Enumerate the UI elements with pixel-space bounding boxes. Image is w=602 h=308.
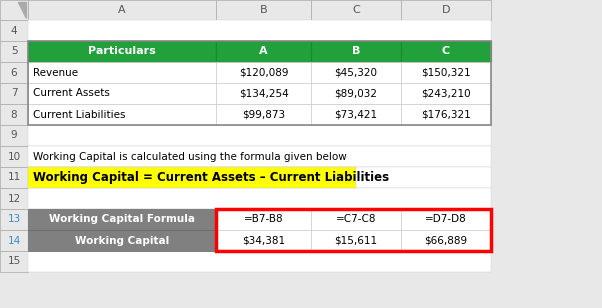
Bar <box>401 83 491 104</box>
Text: $45,320: $45,320 <box>335 67 377 78</box>
Bar <box>0 20 28 41</box>
Bar <box>216 62 311 83</box>
Text: Revenue: Revenue <box>33 67 78 78</box>
Bar <box>311 209 401 230</box>
Bar <box>0 167 28 188</box>
Bar <box>0 0 28 20</box>
Bar <box>28 83 491 104</box>
Text: Current Liabilities: Current Liabilities <box>33 110 125 120</box>
Text: Working Capital: Working Capital <box>75 236 169 245</box>
Bar <box>401 230 491 251</box>
Text: D: D <box>442 5 450 15</box>
Bar <box>28 62 491 83</box>
Bar <box>28 62 216 83</box>
Bar <box>28 41 491 62</box>
Bar <box>311 230 401 251</box>
Text: A: A <box>259 47 268 56</box>
Text: $89,032: $89,032 <box>335 88 377 99</box>
Text: 10: 10 <box>7 152 20 161</box>
Text: Working Capital is calculated using the formula given below: Working Capital is calculated using the … <box>33 152 347 161</box>
Bar <box>28 41 216 62</box>
Bar <box>311 41 401 62</box>
Bar <box>401 62 491 83</box>
Bar <box>216 104 311 125</box>
Bar <box>216 209 491 251</box>
Text: $134,254: $134,254 <box>238 88 288 99</box>
Text: $15,611: $15,611 <box>335 236 377 245</box>
Text: $120,089: $120,089 <box>239 67 288 78</box>
Bar <box>28 209 216 230</box>
Bar <box>0 146 28 167</box>
Bar <box>28 167 491 188</box>
Bar <box>0 41 28 62</box>
Bar <box>28 41 491 125</box>
Bar <box>28 104 216 125</box>
Text: =D7-D8: =D7-D8 <box>425 214 467 225</box>
Text: 7: 7 <box>11 88 17 99</box>
Text: 12: 12 <box>7 193 20 204</box>
Text: =B7-B8: =B7-B8 <box>244 214 284 225</box>
Bar <box>0 188 28 209</box>
Bar <box>311 104 401 125</box>
Text: 4: 4 <box>11 26 17 35</box>
Text: $243,210: $243,210 <box>421 88 471 99</box>
Bar <box>0 209 28 230</box>
Text: $34,381: $34,381 <box>242 236 285 245</box>
Bar <box>311 83 401 104</box>
Bar <box>216 209 311 230</box>
Text: B: B <box>352 47 360 56</box>
Bar <box>0 62 28 83</box>
Bar <box>401 41 491 62</box>
Text: C: C <box>442 47 450 56</box>
Text: $73,421: $73,421 <box>335 110 377 120</box>
Text: 15: 15 <box>7 257 20 266</box>
Text: =C7-C8: =C7-C8 <box>336 214 376 225</box>
Text: 5: 5 <box>11 47 17 56</box>
Text: 6: 6 <box>11 67 17 78</box>
Bar <box>311 62 401 83</box>
Bar <box>216 83 311 104</box>
Text: $150,321: $150,321 <box>421 67 471 78</box>
Text: Particulars: Particulars <box>88 47 156 56</box>
Text: Working Capital = Current Assets – Current Liabilities: Working Capital = Current Assets – Curre… <box>33 171 389 184</box>
Bar <box>28 125 491 146</box>
Text: 13: 13 <box>7 214 20 225</box>
Bar <box>216 0 311 20</box>
Text: B: B <box>259 5 267 15</box>
Bar <box>401 209 491 230</box>
Bar <box>216 230 311 251</box>
Text: Current Assets: Current Assets <box>33 88 110 99</box>
Bar <box>311 0 401 20</box>
Bar <box>28 209 491 230</box>
Text: 8: 8 <box>11 110 17 120</box>
Text: 11: 11 <box>7 172 20 183</box>
Text: 14: 14 <box>7 236 20 245</box>
Text: Working Capital Formula: Working Capital Formula <box>49 214 195 225</box>
Bar <box>28 230 491 251</box>
Bar <box>216 41 311 62</box>
Bar <box>28 146 491 167</box>
Text: 9: 9 <box>11 131 17 140</box>
Bar <box>28 20 491 41</box>
Bar <box>0 125 28 146</box>
Text: $176,321: $176,321 <box>421 110 471 120</box>
Bar <box>401 104 491 125</box>
Bar <box>0 230 28 251</box>
Text: C: C <box>352 5 360 15</box>
Bar <box>0 83 28 104</box>
Bar <box>28 251 491 272</box>
Text: $66,889: $66,889 <box>424 236 468 245</box>
Bar <box>28 230 216 251</box>
Text: A: A <box>118 5 126 15</box>
Bar <box>0 251 28 272</box>
Bar <box>28 83 216 104</box>
Bar <box>401 0 491 20</box>
Bar <box>0 104 28 125</box>
Bar <box>28 188 491 209</box>
Bar <box>28 104 491 125</box>
Bar <box>28 167 356 188</box>
Polygon shape <box>18 2 26 18</box>
Bar <box>28 0 216 20</box>
Text: $99,873: $99,873 <box>242 110 285 120</box>
